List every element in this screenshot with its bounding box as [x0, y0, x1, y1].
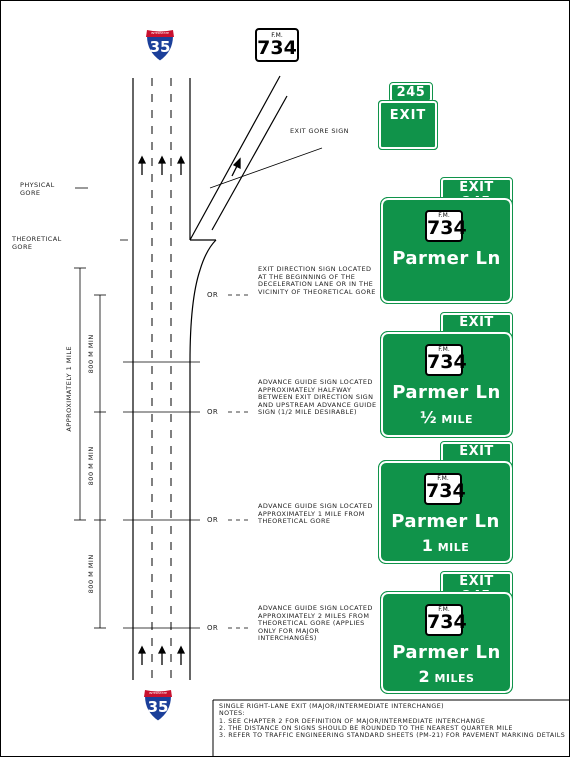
note: 2. THE DISTANCE ON SIGNS SHOULD BE ROUND… [219, 724, 513, 732]
shield-number: 35 [147, 698, 169, 716]
route-prefix: F.M. [438, 346, 450, 353]
note: 1. SEE CHAPTER 2 FOR DEFINITION OF MAJOR… [219, 717, 486, 725]
distance-value: 1 [421, 536, 434, 555]
exit-direction-sign: F.M. 734 Parmer Ln [380, 197, 513, 304]
interstate-shield: INTERSTATE 35 [145, 28, 175, 62]
advance-guide-sign: F.M. 734 Parmer Ln ½ MILE [380, 331, 513, 438]
exit-gore-sign: EXIT [378, 100, 438, 150]
route-marker: F.M. 734 [425, 210, 467, 242]
route-number: 734 [427, 611, 467, 633]
note: 3. REFER TO TRAFFIC ENGINEERING STANDARD… [219, 732, 566, 740]
exit-number-tab: 245 [389, 82, 433, 103]
or-label: OR [207, 624, 219, 632]
label: EXIT GORE SIGN [290, 127, 349, 135]
dimension-label: APPROXIMATELY 1 MILE [65, 345, 74, 432]
exit-text: EXIT [389, 108, 427, 123]
dimension-label: 800 M MIN [87, 554, 96, 594]
shield-number: 35 [149, 38, 171, 56]
or-label: OR [207, 516, 219, 524]
label: PHYSICAL GORE [20, 181, 55, 197]
dimension-label: 800 M MIN [87, 334, 96, 374]
distance-unit: MILE [441, 413, 473, 426]
shield-shape [144, 689, 172, 722]
street-name: Parmer Ln [391, 511, 500, 532]
route-prefix: F.M. [438, 212, 450, 219]
distance-unit: MILES [434, 672, 475, 685]
distance: 2 MILES [383, 667, 510, 686]
street-name: Parmer Ln [392, 248, 501, 269]
or-label: OR [207, 291, 219, 299]
route-marker: F.M. 734 [425, 344, 467, 376]
route-prefix: F.M. [438, 606, 450, 613]
distance-value: 2 [418, 667, 431, 686]
distance: ½ MILE [383, 408, 510, 427]
dimension-label: 800 M MIN [87, 446, 96, 486]
shield-label: INTERSTATE [151, 31, 169, 35]
notes: SINGLE RIGHT-LANE EXIT (MAJOR/INTERMEDIA… [219, 703, 565, 739]
notes-heading: NOTES: [219, 710, 246, 718]
description: EXIT DIRECTION SIGN LOCATED AT THE BEGIN… [258, 265, 376, 296]
route-prefix: F.M. [271, 32, 283, 39]
route-number: 734 [427, 217, 467, 239]
interstate-shield: INTERSTATE 35 [143, 688, 173, 722]
label: THEORETICAL GORE [12, 235, 62, 251]
route-number: 734 [427, 351, 467, 373]
route-marker: F.M. 734 [255, 28, 299, 62]
route-marker: F.M. 734 [425, 604, 467, 636]
route-prefix: F.M. [437, 475, 449, 482]
description: ADVANCE GUIDE SIGN LOCATED APPROXIMATELY… [258, 604, 373, 643]
route-number: 734 [257, 37, 297, 59]
advance-guide-sign: F.M. 734 Parmer Ln 1 MILE [378, 460, 513, 564]
distance-value: ½ [420, 408, 438, 427]
distance-unit: MILE [437, 541, 470, 554]
notes-title: SINGLE RIGHT-LANE EXIT (MAJOR/INTERMEDIA… [219, 703, 444, 710]
advance-guide-sign: F.M. 734 Parmer Ln 2 MILES [380, 591, 513, 694]
street-name: Parmer Ln [392, 382, 501, 403]
route-marker: F.M. 734 [424, 473, 466, 505]
shield-label: INTERSTATE [149, 691, 167, 695]
or-label: OR [207, 408, 219, 416]
street-name: Parmer Ln [392, 642, 501, 663]
distance: 1 MILE [381, 536, 510, 555]
shield-shape [146, 29, 174, 62]
description: ADVANCE GUIDE SIGN LOCATED APPROXIMATELY… [258, 378, 377, 417]
description: ADVANCE GUIDE SIGN LOCATED APPROXIMATELY… [258, 502, 373, 526]
route-number: 734 [426, 480, 466, 502]
